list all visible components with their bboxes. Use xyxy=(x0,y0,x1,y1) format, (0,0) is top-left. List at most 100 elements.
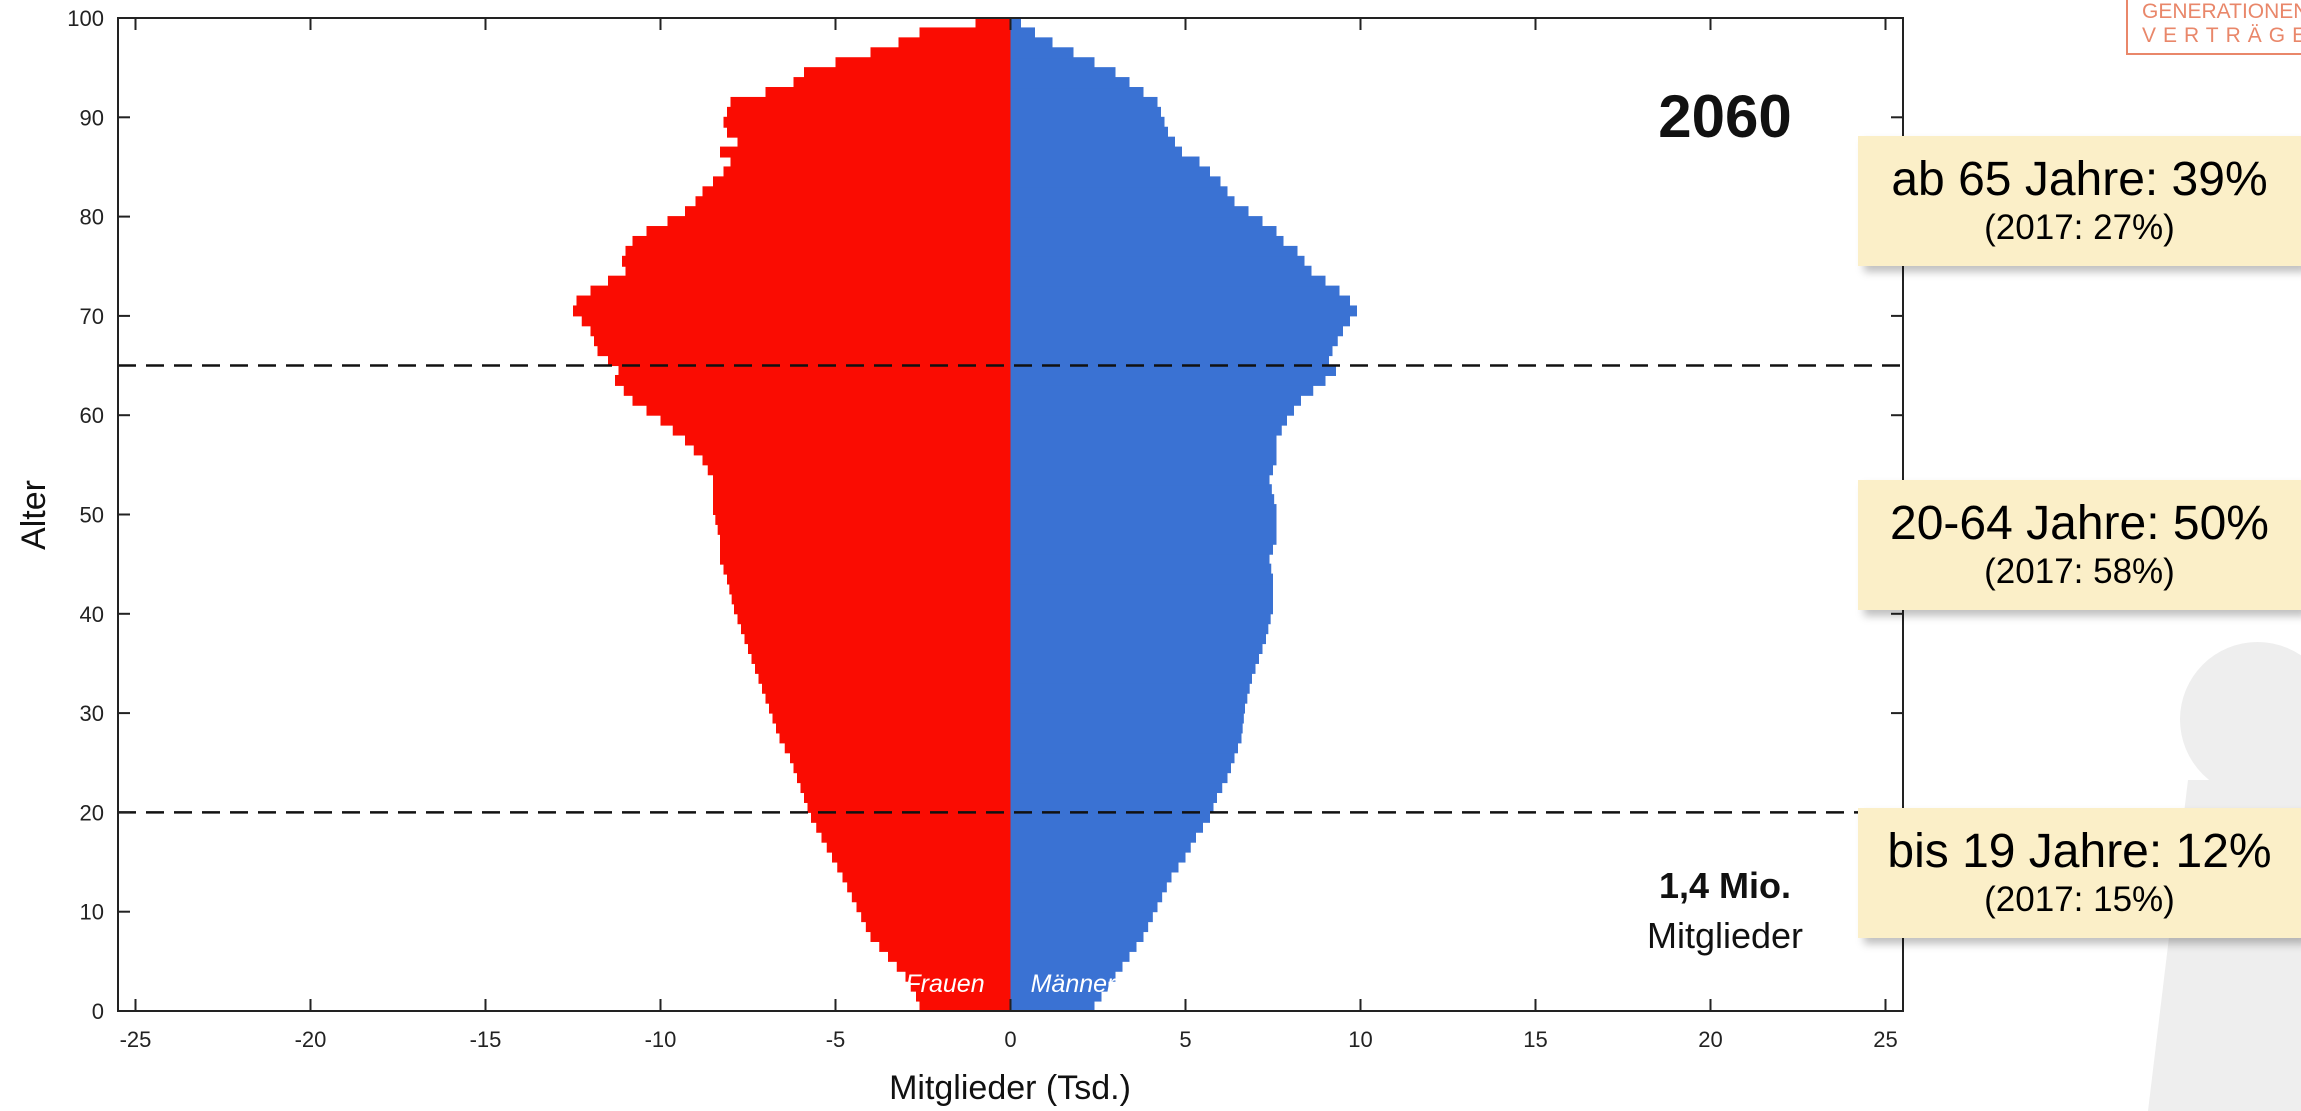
bar-maenner-age-49 xyxy=(1010,514,1277,525)
bar-maenner-age-23 xyxy=(1010,772,1228,784)
bar-frauen-age-12 xyxy=(847,881,1011,893)
bar-frauen-age-98 xyxy=(919,27,1011,39)
bar-frauen-age-18 xyxy=(816,821,1011,833)
bar-frauen-age-48 xyxy=(717,523,1011,535)
y-tick-label: 60 xyxy=(80,403,104,428)
bar-frauen-age-71 xyxy=(576,295,1011,307)
bar-frauen-age-90 xyxy=(727,106,1011,118)
bar-maenner-age-82 xyxy=(1010,186,1228,198)
bar-maenner-age-42 xyxy=(1010,583,1273,595)
x-tick-label: -10 xyxy=(645,1027,677,1052)
bar-frauen-age-47 xyxy=(720,533,1011,545)
x-axis-ticks: -25 -20 -15 -10 -5 0 5 10 15 20 25 xyxy=(120,18,1898,1052)
bar-frauen-age-45 xyxy=(720,553,1011,565)
bar-maenner-age-39 xyxy=(1010,613,1271,625)
bar-frauen-age-22 xyxy=(800,782,1011,794)
bar-frauen-age-5 xyxy=(888,950,1011,962)
bar-frauen-age-61 xyxy=(632,394,1011,406)
bar-maenner-age-75 xyxy=(1010,255,1305,267)
bar-maenner-age-71 xyxy=(1010,295,1350,307)
bar-maenner-age-8 xyxy=(1010,921,1149,933)
bar-frauen-age-74 xyxy=(625,265,1011,277)
bar-maenner-age-17 xyxy=(1010,831,1196,843)
callout-65-plus: ab 65 Jahre: 39% (2017: 27%) xyxy=(1858,136,2301,266)
bar-frauen-age-1 xyxy=(916,990,1011,1002)
bar-frauen-age-52 xyxy=(713,484,1011,496)
bar-maenner-age-93 xyxy=(1010,77,1130,89)
bar-maenner-age-4 xyxy=(1010,960,1123,972)
bar-frauen-age-64 xyxy=(618,365,1011,376)
bar-frauen-age-66 xyxy=(597,345,1011,357)
logo-line1: GENERATIONEN xyxy=(2142,0,2301,23)
bar-maenner-age-62 xyxy=(1010,384,1314,396)
bar-frauen-age-31 xyxy=(765,692,1011,704)
bar-maenner-age-41 xyxy=(1010,593,1273,605)
bar-maenner-age-24 xyxy=(1010,762,1231,774)
bar-frauen-age-9 xyxy=(861,911,1011,923)
bar-maenner-age-34 xyxy=(1010,662,1256,674)
bar-frauen-age-35 xyxy=(751,653,1011,664)
bar-frauen-age-17 xyxy=(821,831,1011,843)
bar-frauen-age-40 xyxy=(734,603,1011,615)
bar-frauen-age-96 xyxy=(870,47,1011,59)
bar-frauen-age-27 xyxy=(779,732,1011,744)
total-members-label: Mitglieder xyxy=(1647,915,1803,956)
bar-frauen-age-50 xyxy=(713,504,1011,515)
bar-frauen-age-19 xyxy=(811,811,1011,823)
bar-maenner-age-38 xyxy=(1010,623,1269,635)
bar-maenner-age-15 xyxy=(1010,851,1186,863)
bar-maenner-age-80 xyxy=(1010,206,1249,218)
y-tick-label: 50 xyxy=(80,503,104,528)
total-members-value: 1,4 Mio. xyxy=(1659,865,1791,906)
bar-frauen-age-70 xyxy=(573,305,1011,317)
bar-frauen-age-8 xyxy=(865,921,1011,933)
bar-maenner-age-33 xyxy=(1010,672,1252,684)
bar-frauen-age-7 xyxy=(870,931,1011,942)
bar-maenner-age-45 xyxy=(1010,553,1270,565)
bar-frauen-age-94 xyxy=(804,67,1011,79)
bar-maenner-age-59 xyxy=(1010,414,1287,426)
bar-maenner-age-46 xyxy=(1010,543,1273,555)
year-label: 2060 xyxy=(1658,83,1791,150)
x-tick-label: -25 xyxy=(120,1027,152,1052)
bar-frauen-age-79 xyxy=(667,216,1011,228)
bar-maenner-age-86 xyxy=(1010,146,1182,158)
bar-frauen-age-41 xyxy=(731,593,1011,605)
bar-maenner-age-63 xyxy=(1010,374,1326,386)
x-tick-label: 20 xyxy=(1698,1027,1722,1052)
bar-frauen-age-55 xyxy=(702,454,1011,466)
callout-65-plus-main: ab 65 Jahre: 39% xyxy=(1891,153,2268,206)
bar-frauen-age-3 xyxy=(905,970,1011,982)
bar-frauen-age-30 xyxy=(769,702,1011,714)
bar-maenner-age-61 xyxy=(1010,394,1301,406)
bar-maenner-age-31 xyxy=(1010,692,1248,704)
callout-under-19: bis 19 Jahre: 12% (2017: 15%) xyxy=(1858,808,2301,938)
bar-maenner-age-9 xyxy=(1010,911,1153,923)
bar-maenner-age-98 xyxy=(1010,27,1035,39)
bar-maenner-age-35 xyxy=(1010,653,1259,664)
bar-frauen-age-46 xyxy=(720,543,1011,555)
bar-maenner-age-14 xyxy=(1010,861,1179,873)
bar-frauen-age-57 xyxy=(685,434,1011,446)
bar-maenner-age-60 xyxy=(1010,404,1294,416)
bar-maenner-age-99 xyxy=(1010,17,1021,29)
bar-frauen-age-82 xyxy=(702,186,1011,198)
y-tick-label: 20 xyxy=(80,800,104,825)
bar-maenner-age-27 xyxy=(1010,732,1242,744)
bar-maenner-age-72 xyxy=(1010,285,1340,297)
bar-frauen-age-99 xyxy=(975,17,1011,29)
bar-maenner-age-44 xyxy=(1010,563,1272,575)
bar-maenner-age-67 xyxy=(1010,335,1338,347)
bar-maenner-age-96 xyxy=(1010,47,1074,59)
bar-frauen-age-88 xyxy=(727,126,1011,138)
bar-maenner-age-37 xyxy=(1010,633,1266,645)
bar-maenner-age-97 xyxy=(1010,37,1053,49)
bar-maenner-age-79 xyxy=(1010,216,1263,228)
bar-maenner-age-0 xyxy=(1010,1000,1095,1012)
bar-maenner-age-92 xyxy=(1010,87,1144,98)
bar-maenner-age-74 xyxy=(1010,265,1312,277)
y-tick-label: 40 xyxy=(80,602,104,627)
bar-frauen-age-68 xyxy=(590,325,1011,337)
bar-frauen-age-25 xyxy=(790,752,1011,764)
